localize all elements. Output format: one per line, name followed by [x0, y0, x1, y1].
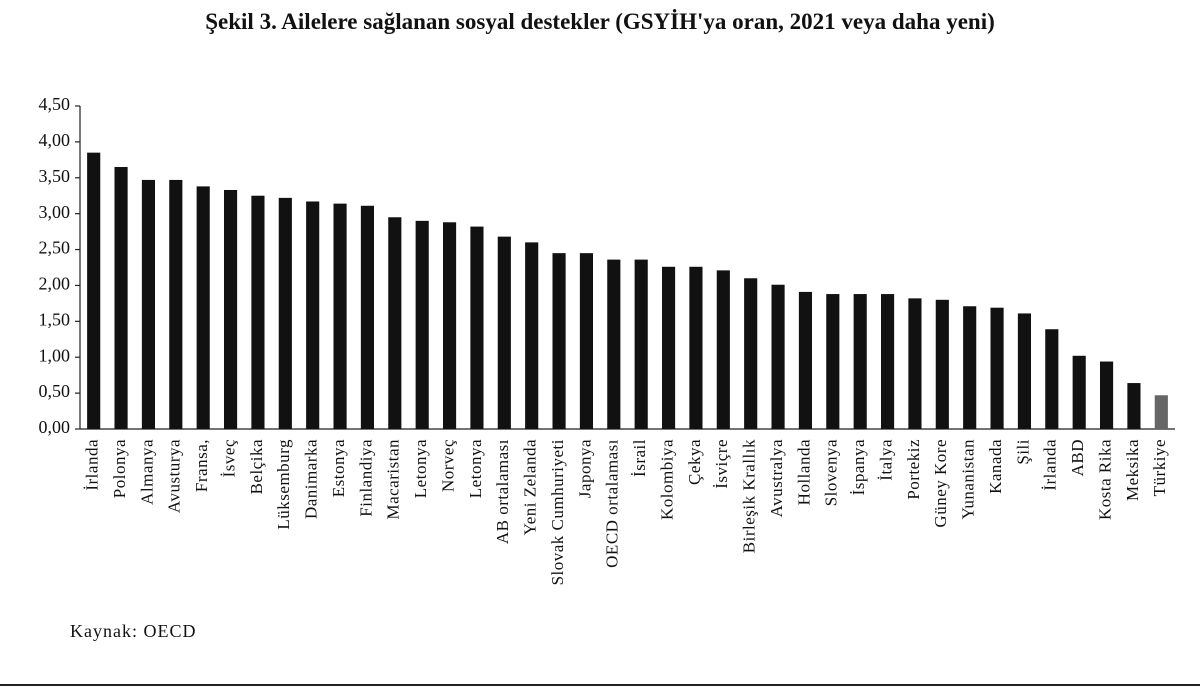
- bar: [1072, 355, 1086, 429]
- bar: [963, 306, 977, 429]
- y-tick-label: 3,50: [39, 166, 71, 186]
- x-tick-label: Kolombiya: [657, 439, 676, 520]
- bar: [497, 236, 511, 429]
- y-tick-label: 2,00: [39, 274, 71, 294]
- bar: [1045, 329, 1059, 429]
- x-tick-label: İsveç: [219, 439, 238, 477]
- x-tick-label: Avusturya: [165, 439, 184, 513]
- bar: [716, 270, 730, 429]
- x-tick-label: Fransa,: [192, 439, 211, 492]
- bar: [607, 259, 621, 429]
- x-tick-label: Almanya: [137, 439, 156, 505]
- bar: [771, 284, 785, 429]
- x-tick-label: Şili: [1013, 439, 1032, 465]
- y-tick-label: 4,00: [39, 130, 71, 150]
- x-tick-label: Finlandiya: [356, 439, 375, 517]
- bar: [114, 167, 128, 429]
- x-tick-label: Danimarka: [302, 439, 321, 519]
- y-tick-label: 2,50: [39, 238, 71, 258]
- x-tick-label: Meksika: [1123, 439, 1142, 501]
- y-tick-label: 4,50: [39, 94, 71, 114]
- x-tick-label: Japonya: [575, 439, 594, 498]
- x-tick-label: Kanada: [986, 439, 1005, 494]
- x-tick-label: AB ortalaması: [493, 439, 512, 544]
- bar: [1127, 383, 1141, 429]
- x-tick-label: Letonya: [411, 439, 430, 498]
- x-tick-label: Yunanistan: [959, 439, 978, 520]
- x-tick-label: ABD: [1068, 439, 1087, 476]
- bar: [935, 299, 949, 429]
- x-tick-label: İtalya: [876, 439, 895, 481]
- x-tick-label: OECD ortalaması: [603, 439, 622, 568]
- y-tick-label: 0,00: [39, 417, 71, 437]
- bar: [306, 201, 320, 429]
- bar: [1099, 361, 1114, 429]
- bar: [853, 294, 867, 429]
- source-note: Kaynak: OECD: [70, 621, 197, 641]
- x-tick-label: Belçika: [247, 439, 266, 494]
- bar: [908, 298, 922, 429]
- x-tick-label: Çekya: [685, 439, 704, 485]
- bar: [826, 294, 840, 429]
- x-tick-label: İrlanda: [1041, 439, 1060, 491]
- bar: [196, 186, 210, 429]
- x-tick-label: İspanya: [849, 439, 868, 495]
- bar: [661, 266, 676, 429]
- x-tick-label: Macaristan: [384, 439, 403, 520]
- x-tick-label: Güney Kore: [931, 439, 950, 528]
- bar: [1017, 313, 1032, 429]
- x-tick-label: İrlanda: [83, 439, 102, 491]
- y-tick-label: 3,00: [39, 202, 71, 222]
- bar: [880, 294, 895, 429]
- bar: [87, 152, 101, 429]
- x-tick-label: İsviçre: [712, 439, 731, 489]
- bar: [552, 253, 566, 429]
- bar: [470, 226, 484, 429]
- x-tick-label: Letonya: [466, 439, 485, 498]
- x-tick-label: Kosta Rika: [1095, 439, 1114, 520]
- x-tick-label: Slovenya: [822, 439, 841, 506]
- x-tick-label: Birleşik Krallık: [740, 439, 759, 553]
- bar: [360, 205, 375, 429]
- bar: [223, 189, 238, 429]
- bar: [388, 217, 402, 429]
- x-tick-label: Estonya: [329, 439, 348, 497]
- bar: [525, 242, 539, 429]
- y-tick-label: 1,00: [39, 345, 71, 365]
- bar: [278, 197, 292, 429]
- x-tick-label: Portekiz: [904, 439, 923, 500]
- x-tick-label: Slovak Cumhuriyeti: [548, 439, 567, 585]
- bar: [579, 253, 594, 429]
- bar: [333, 203, 347, 429]
- bar: [990, 307, 1004, 429]
- bar: [415, 220, 429, 429]
- x-tick-label: Lüksemburg: [274, 439, 293, 530]
- x-tick-label: Polonya: [110, 439, 129, 498]
- y-tick-label: 0,50: [39, 381, 71, 401]
- bar: [1154, 395, 1168, 429]
- bar: [442, 222, 457, 429]
- x-tick-label: Avustralya: [767, 439, 786, 517]
- bar: [169, 179, 183, 429]
- bar: [689, 266, 703, 429]
- x-tick-label: Hollanda: [794, 439, 813, 505]
- bar: [634, 259, 648, 429]
- bar: [251, 195, 265, 429]
- bar: [744, 278, 758, 429]
- chart-title: Şekil 3. Ailelere sağlanan sosyal destek…: [205, 9, 995, 34]
- bar: [798, 291, 813, 429]
- y-tick-label: 1,50: [39, 309, 71, 329]
- x-tick-label: Türkiye: [1150, 439, 1169, 496]
- x-tick-label: Norveç: [438, 439, 457, 492]
- x-tick-label: İsrail: [630, 439, 649, 477]
- bar: [141, 179, 156, 429]
- x-tick-label: Yeni Zelanda: [521, 439, 540, 535]
